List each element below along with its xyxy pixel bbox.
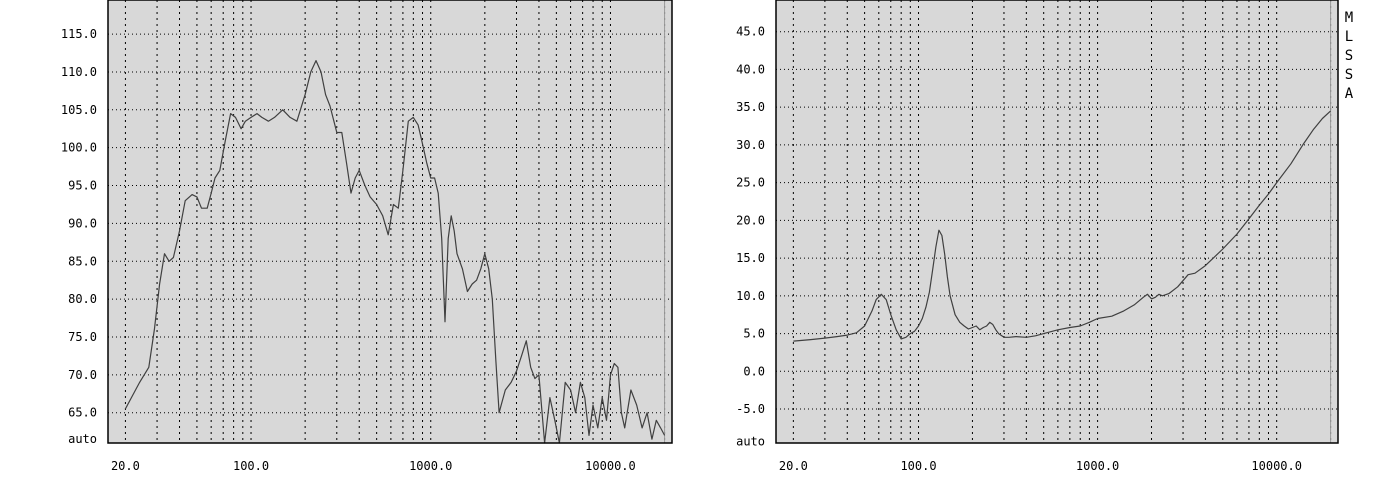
y-tick-label: 45.0 — [736, 25, 765, 39]
y-tick-label: 70.0 — [68, 368, 97, 382]
y-tick-label: 65.0 — [68, 406, 97, 420]
y-tick-label: -5.0 — [736, 402, 765, 416]
y-tick-label: 90.0 — [68, 216, 97, 230]
software-label-char: S — [1345, 48, 1353, 64]
software-label-char: L — [1345, 29, 1353, 45]
y-tick-label: auto — [736, 434, 765, 448]
software-label-char: A — [1345, 86, 1354, 102]
y-tick-label: 75.0 — [68, 330, 97, 344]
y-tick-label: 110.0 — [61, 65, 97, 79]
x-tick-label: 100.0 — [900, 459, 936, 473]
spl-chart-panel: 115.0 110.0 105.0 100.0 95.0 90.0 85.0 80.0 75.0… — [61, 0, 673, 473]
data-trace — [793, 110, 1332, 342]
plot-area — [776, 0, 1338, 443]
x-tick-label: 1000.0 — [409, 459, 452, 473]
y-tick-label: 105.0 — [61, 103, 97, 117]
y-tick-label: 95.0 — [68, 179, 97, 193]
y-tick-label: 35.0 — [736, 100, 765, 114]
plot-frame — [775, 0, 1339, 444]
y-tick-label: 20.0 — [736, 213, 765, 227]
y-tick-label: auto — [68, 432, 97, 446]
y-tick-label: 85.0 — [68, 254, 97, 268]
y-tick-label: 15.0 — [736, 251, 765, 265]
y-tick-label: 30.0 — [736, 138, 765, 152]
software-label-char: M — [1345, 10, 1353, 26]
software-label-char: S — [1345, 67, 1353, 83]
x-tick-label: 100.0 — [233, 459, 269, 473]
x-tick-label: 20.0 — [779, 459, 808, 473]
y-tick-label: 40.0 — [736, 62, 765, 76]
plot-frame — [107, 0, 673, 444]
impedance-chart-panel: 45.0 40.0 35.0 30.0 25.0 20.0 15.0 10.0 5.0 0.0 -5… — [736, 0, 1339, 473]
y-tick-label: 5.0 — [743, 327, 765, 341]
y-tick-label: 80.0 — [68, 292, 97, 306]
y-tick-label: 100.0 — [61, 141, 97, 155]
x-tick-label: 10000.0 — [1251, 459, 1302, 473]
x-tick-label: 1000.0 — [1076, 459, 1119, 473]
y-tick-label: 115.0 — [61, 27, 97, 41]
data-trace — [124, 59, 666, 444]
y-tick-label: 0.0 — [743, 364, 765, 378]
y-tick-label: 10.0 — [736, 289, 765, 303]
x-tick-label: 20.0 — [111, 459, 140, 473]
x-tick-label: 10000.0 — [585, 459, 636, 473]
y-tick-label: 25.0 — [736, 176, 765, 190]
